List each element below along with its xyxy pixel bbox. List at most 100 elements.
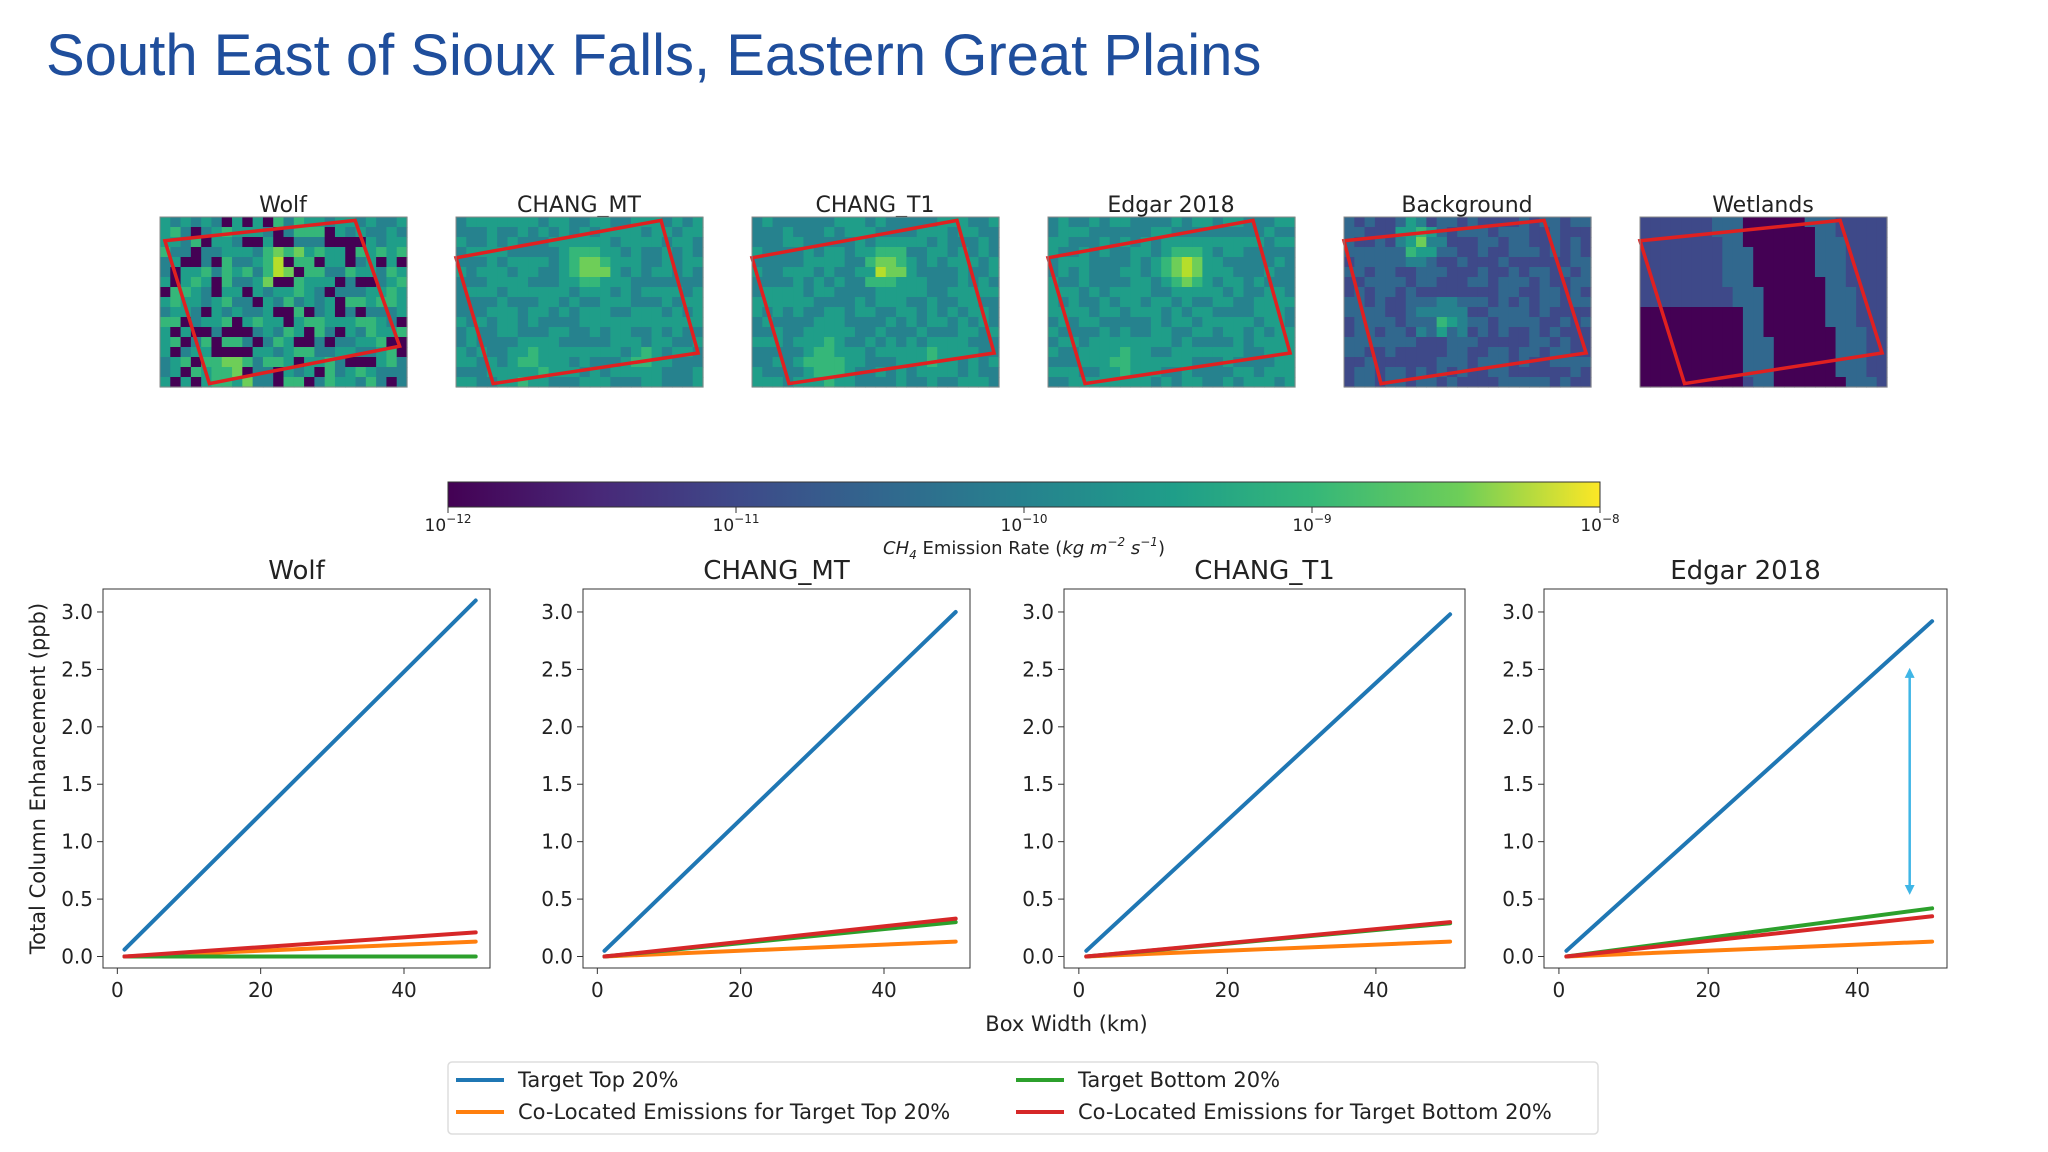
emission-map-image [749,217,1000,388]
legend-label: Target Bottom 20% [1077,1068,1280,1092]
x-tick-label: 20 [248,978,273,1002]
map-panels: Wolf CHANG_MT CHANG_T1 Edgar 2018 Backgr… [159,193,1888,388]
colorbar-tick-label: 10−9 [1292,512,1331,536]
y-tick-label: 0.0 [1022,945,1054,969]
y-tick-label: 2.0 [1502,715,1534,739]
x-tick-label: 0 [1553,978,1566,1002]
series-line [1084,612,1453,953]
map-panel-chang-t1: CHANG_T1 [749,193,1000,388]
colorbar-label: CH4 Emission Rate (kg m−2 s−1) [883,535,1165,562]
y-tick-label: 0.5 [541,887,573,911]
y-tick-label: 1.5 [541,772,573,796]
target-box-outline [749,218,997,386]
legend-entry: Co-Located Emissions for Target Top 20% [456,1100,950,1124]
series-line [1084,939,1453,959]
x-tick-label: 40 [871,978,896,1002]
y-tick-label: 1.0 [1022,830,1054,854]
emission-map-image [1341,217,1592,388]
legend-entry: Target Bottom 20% [1016,1068,1280,1092]
map-panel-wolf: Wolf [159,193,408,388]
map-title: Wetlands [1712,193,1814,218]
y-tick-label: 3.0 [1022,600,1054,624]
legend-entry: Co-Located Emissions for Target Bottom 2… [1016,1100,1552,1124]
y-tick-label: 0.5 [1502,887,1534,911]
x-tick-label: 0 [1072,978,1085,1002]
series-line [1084,920,1453,959]
x-tick-label: 40 [1363,978,1388,1002]
legend-label: Target Top 20% [517,1068,678,1092]
plot-title: Wolf [268,556,325,586]
legend-label: Co-Located Emissions for Target Top 20% [518,1100,950,1124]
y-tick-label: 3.0 [541,600,573,624]
colorbar-tick-label: 10−8 [1580,512,1619,536]
x-tick-label: 40 [1845,978,1870,1002]
line-plot-1: CHANG_MT 0.0 0.5 1.0 1.5 2.0 2.5 3.0 0 20 40 [541,556,971,1002]
x-tick-label: 0 [111,978,124,1002]
emission-map-image [1637,217,1888,388]
y-tick-label: 1.0 [1502,830,1534,854]
y-tick-label: 3.0 [1502,600,1534,624]
y-tick-label: 1.0 [61,830,93,854]
emission-map-image [453,217,704,388]
y-tick-label: 2.5 [61,657,93,681]
series-line [122,598,478,952]
x-axis-label: Box Width (km) [985,1012,1147,1036]
target-box-outline [162,218,402,386]
plot-title: CHANG_MT [703,556,850,586]
y-tick-label: 3.0 [61,600,93,624]
y-tick-label: 2.0 [541,715,573,739]
plot-frame [1063,588,1466,969]
y-tick-label: 0.0 [541,945,573,969]
series-line [1564,939,1935,959]
y-tick-label: 2.5 [1022,657,1054,681]
series-line [602,610,958,953]
emission-map-image [1045,217,1296,388]
x-tick-label: 0 [591,978,604,1002]
line-plot-3: Edgar 2018 0.0 0.5 1.0 1.5 2.0 2.5 3.0 0 20 40 [1502,556,1948,1002]
y-tick-label: 0.0 [1502,945,1534,969]
y-tick-label: 2.0 [61,715,93,739]
plot-title: CHANG_T1 [1194,556,1335,586]
map-panel-chang-mt: CHANG_MT [453,193,704,388]
target-box-outline [1341,218,1589,386]
colorbar-tick-label: 10−12 [425,512,472,536]
map-title: Wolf [259,193,308,218]
legend-entry: Target Top 20% [456,1068,678,1092]
line-plot-0: Wolf 0.0 0.5 1.0 1.5 2.0 2.5 3.0 0 20 40 Total Colu… [26,556,491,1002]
x-tick-label: 20 [1695,978,1720,1002]
x-tick-label: 40 [391,978,416,1002]
map-title: Edgar 2018 [1107,193,1234,218]
map-panel-background: Background [1341,193,1592,388]
colorbar-tick-label: 10−11 [713,512,760,536]
line-plot-2: CHANG_T1 0.0 0.5 1.0 1.5 2.0 2.5 3.0 0 20 40 Box Wi… [985,556,1466,1036]
emission-map-image [160,217,408,388]
y-tick-label: 2.0 [1022,715,1054,739]
series-line [122,930,478,959]
legend-frame [447,1061,1599,1135]
y-tick-label: 0.0 [61,945,93,969]
y-tick-label: 1.5 [61,772,93,796]
series-line [1564,619,1935,953]
plot-frame [582,588,971,969]
y-tick-label: 2.5 [1502,657,1534,681]
y-tick-label: 0.5 [61,887,93,911]
target-box-outline [1637,218,1885,386]
colorbar-tick-label: 10−10 [1001,512,1048,536]
legend: Target Top 20% Target Bottom 20% Co-Loca… [447,1061,1599,1135]
map-title: CHANG_MT [517,193,641,218]
slide-title: South East of Sioux Falls, Eastern Great… [46,23,1262,88]
plot-title: Edgar 2018 [1670,556,1821,586]
map-panel-wetlands: Wetlands [1637,193,1888,388]
colorbar: 10−12 10−11 10−10 10−9 10−8 CH4 Emission Rat… [425,481,1620,562]
y-axis-label: Total Column Enhancement (ppb) [26,603,50,955]
y-tick-label: 2.5 [541,657,573,681]
y-tick-label: 1.0 [541,830,573,854]
map-title: CHANG_T1 [816,193,935,218]
y-tick-label: 1.5 [1502,772,1534,796]
legend-label: Co-Located Emissions for Target Bottom 2… [1078,1100,1552,1124]
series-line [602,916,958,959]
target-box-outline [1045,218,1293,386]
y-tick-label: 0.5 [1022,887,1054,911]
colorbar-gradient [447,481,1601,508]
